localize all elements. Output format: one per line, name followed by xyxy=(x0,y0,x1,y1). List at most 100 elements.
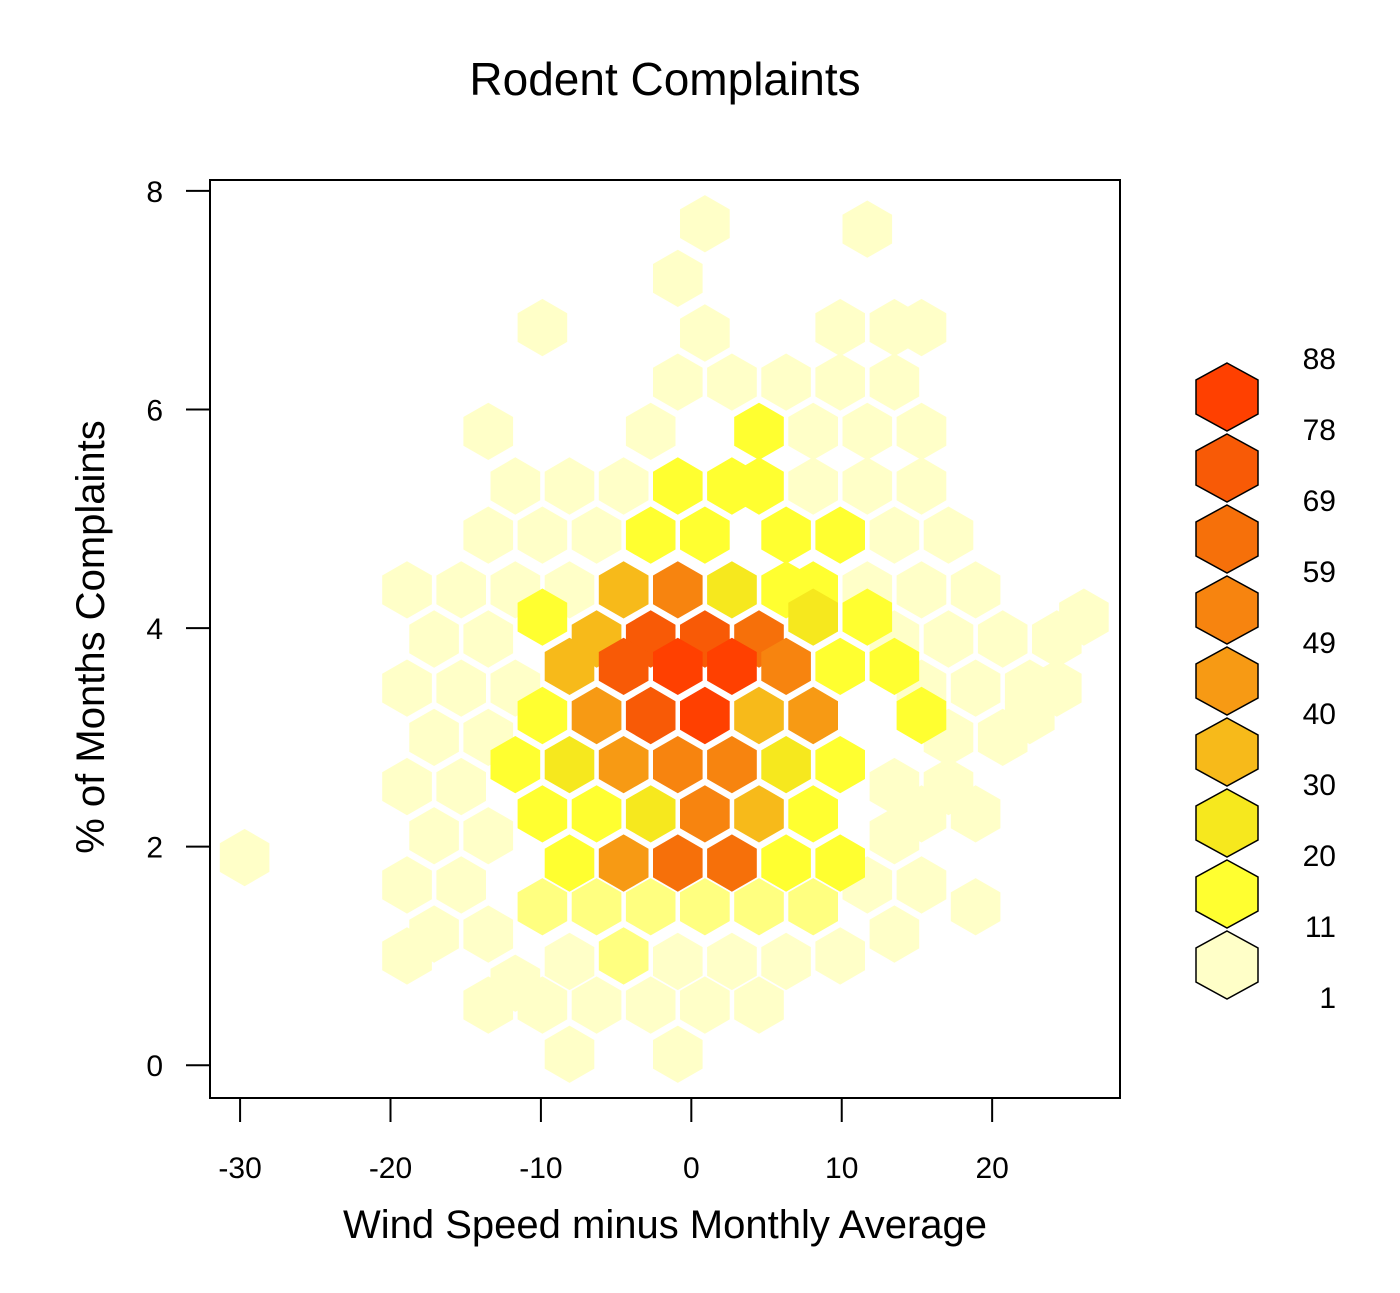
legend-hex xyxy=(1195,930,1259,1000)
legend-label: 88 xyxy=(1303,343,1336,376)
x-tick-label: -10 xyxy=(519,1152,562,1185)
hex-cell xyxy=(761,834,811,892)
hex-cell xyxy=(463,905,514,963)
hex-cell xyxy=(517,878,568,936)
hex-cell xyxy=(680,878,730,936)
hex-cell xyxy=(734,878,784,936)
hex-cell xyxy=(544,457,595,515)
hex-cell xyxy=(382,659,432,717)
hex-cell xyxy=(788,878,838,936)
hex-cell xyxy=(680,506,730,564)
hex-cell xyxy=(598,457,649,515)
hex-cell xyxy=(409,807,459,865)
hexbin-cells xyxy=(219,195,1109,1083)
legend-label: 40 xyxy=(1303,698,1336,731)
hex-cell xyxy=(653,561,703,619)
hex-cell xyxy=(409,708,459,766)
y-tick-label: 0 xyxy=(146,1050,163,1083)
hex-cell xyxy=(707,932,757,991)
hex-cell xyxy=(625,878,676,936)
hex-cell xyxy=(788,785,838,843)
hex-cell xyxy=(382,561,432,619)
y-tick-label: 6 xyxy=(146,395,163,428)
hex-cell xyxy=(598,927,649,985)
hex-cell xyxy=(869,506,920,564)
hex-cell xyxy=(734,976,784,1034)
hex-cell xyxy=(1004,686,1055,745)
hex-cell xyxy=(436,856,486,914)
hex-cell xyxy=(653,637,703,695)
hex-cell xyxy=(707,834,757,892)
hex-cell xyxy=(896,686,947,745)
hex-cell xyxy=(625,976,676,1034)
hex-cell xyxy=(842,402,893,460)
hex-cell xyxy=(896,402,947,460)
hex-cell xyxy=(517,588,568,646)
hex-cell xyxy=(517,785,568,843)
hex-cell xyxy=(598,637,649,695)
hex-cell xyxy=(382,927,432,985)
hex-cell xyxy=(896,856,947,914)
hex-cell xyxy=(815,353,865,411)
hex-cell xyxy=(815,637,865,695)
hex-cell xyxy=(436,561,486,619)
legend-hex xyxy=(1195,859,1259,929)
hex-cell xyxy=(950,785,1001,843)
hex-cell xyxy=(707,736,757,794)
hex-cell xyxy=(382,856,432,914)
hex-cell xyxy=(653,932,703,991)
legend-hex xyxy=(1195,646,1259,716)
hex-cell xyxy=(815,506,865,564)
hex-cell xyxy=(653,249,703,307)
hex-cell xyxy=(761,932,811,991)
legend-label: 49 xyxy=(1303,627,1336,660)
hex-cell xyxy=(598,834,649,892)
legend-hex xyxy=(1195,504,1259,574)
x-tick-label: -30 xyxy=(218,1152,261,1185)
hex-cell xyxy=(625,402,676,460)
hex-cell xyxy=(571,976,622,1034)
x-tick-label: 0 xyxy=(683,1152,700,1185)
hex-cell xyxy=(598,561,649,619)
hex-cell xyxy=(680,976,730,1034)
hex-cell xyxy=(653,457,703,515)
hex-cell xyxy=(950,878,1001,936)
legend-hex xyxy=(1195,433,1259,503)
hex-cell xyxy=(707,561,757,619)
hex-cell xyxy=(923,610,974,668)
hex-cell xyxy=(1059,588,1109,646)
hex-cell xyxy=(977,610,1028,668)
hex-cell xyxy=(436,659,486,717)
legend-hex xyxy=(1195,362,1259,432)
legend-label: 20 xyxy=(1303,840,1336,873)
hex-cell xyxy=(761,637,811,695)
hex-cell xyxy=(219,828,270,887)
hex-cell xyxy=(544,932,595,991)
hex-cell xyxy=(544,736,595,794)
legend-hex xyxy=(1195,788,1259,858)
y-tick-label: 8 xyxy=(146,176,163,209)
hex-cell xyxy=(680,304,730,362)
y-tick-label: 2 xyxy=(146,832,163,865)
x-axis: -30 -20 -10 0 10 20 xyxy=(218,1097,1009,1185)
hex-cell xyxy=(625,686,676,745)
hex-cell xyxy=(869,905,920,963)
hex-cell xyxy=(707,353,757,411)
hex-cell xyxy=(517,298,568,357)
y-axis-label: % of Months Complaints xyxy=(69,420,113,854)
legend-label: 30 xyxy=(1303,769,1336,802)
legend-label: 11 xyxy=(1305,911,1336,944)
hex-cell xyxy=(409,610,459,668)
hex-cell xyxy=(517,686,568,745)
hex-cell xyxy=(869,353,920,411)
hex-cell xyxy=(463,807,514,865)
legend-label: 1 xyxy=(1319,982,1336,1015)
hex-cell xyxy=(517,976,568,1034)
x-tick-label: -20 xyxy=(369,1152,412,1185)
hex-cell xyxy=(734,785,784,843)
hex-cell xyxy=(463,610,514,668)
hex-cell xyxy=(896,457,947,515)
hex-cell xyxy=(815,298,865,357)
legend-hex xyxy=(1195,575,1259,645)
